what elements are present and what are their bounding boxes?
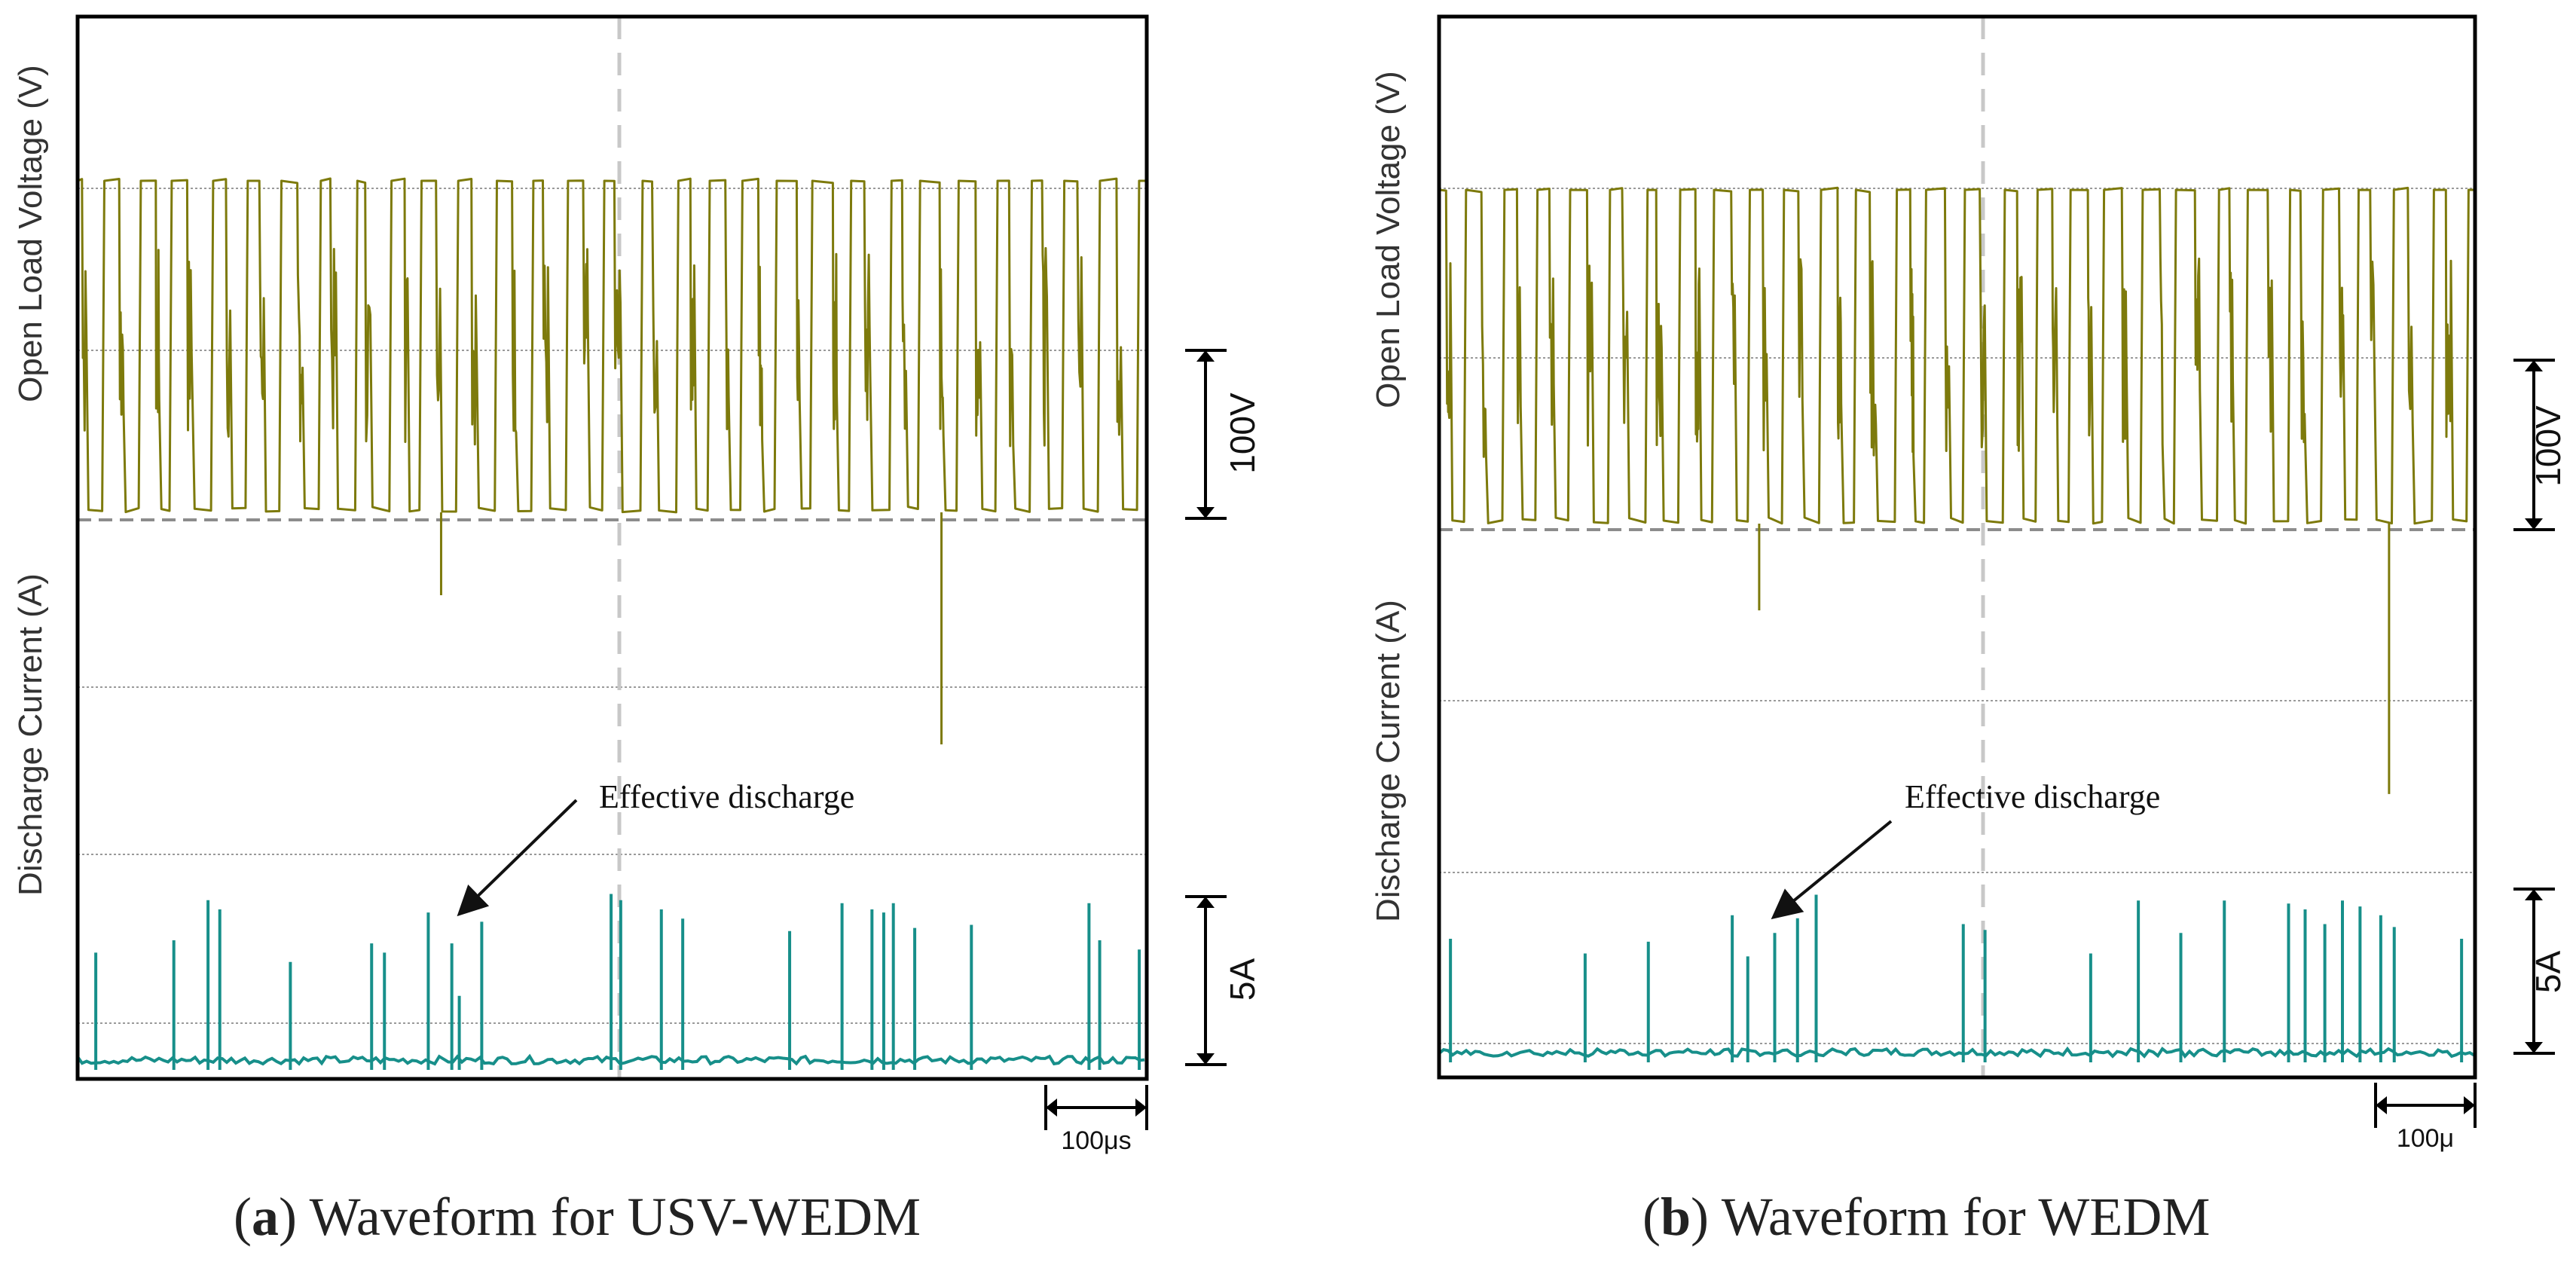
caption-b-close: ) [1691,1186,1710,1247]
panel-a-voltage-axis-label: Open Load Voltage (V) [12,65,49,402]
panel-b-time-scale-bar [2374,1083,2477,1128]
panel-b-voltage-scale-label: 100V [2529,405,2568,487]
panel-b-annotation-arrow [1771,820,1893,920]
caption-a-letter: a [251,1186,279,1247]
panel-b-plot-frame [1437,14,2477,1080]
panel-a-current-scale-label: 5A [1223,958,1262,1001]
panel-b-current-scale-label: 5A [2529,951,2568,994]
panel-a-current-axis-label: Discharge Current (A) [12,573,49,896]
panel-a-annotation-arrow [457,799,578,917]
panel-a-current-scale-bar [1185,895,1227,1066]
current-baseline [76,1052,1145,1066]
panel-b: Open Load Voltage (V) Discharge Current … [1370,14,2568,1153]
panel-a-voltage-scale-label: 100V [1223,393,1262,474]
panel-a-time-scale-label: 100μs [1061,1126,1131,1155]
current-baseline [1438,1046,2476,1059]
panel-a-anchor [0,0,1,1]
panel-b-annotation-label: Effective discharge [1905,778,2160,815]
caption-a: (a) Waveform for USV-WEDM [234,1175,921,1258]
panel-b-voltage-trace [1438,186,2475,794]
panel-b-current-axis-label: Discharge Current (A) [1370,600,1407,922]
panel-b-time-scale-label: 100μ [2397,1124,2454,1153]
panel-a-annotation-label: Effective discharge [599,778,854,815]
panel-a-time-scale-bar [1044,1085,1148,1130]
caption-b: (b) Waveform for WEDM [1642,1175,2210,1258]
panel-a-plot-frame [75,14,1149,1081]
caption-b-text: Waveform for WEDM [1709,1186,2211,1247]
panel-b-current-trace [1438,894,2476,1062]
caption-a-close: ) [278,1186,297,1247]
panel-a: Open Load Voltage (V) Discharge Current … [0,0,1262,1155]
panel-a-current-trace [76,894,1145,1070]
panel-b-current-scale-bar [2513,888,2555,1055]
voltage-trace-line [77,177,1147,514]
caption-b-open: ( [1642,1186,1661,1247]
voltage-trace-line [1438,186,2475,525]
panel-b-voltage-scale-bar [2513,359,2555,531]
panel-a-voltage-scale-bar [1185,349,1227,520]
caption-b-letter: b [1660,1186,1691,1247]
panel-b-voltage-axis-label: Open Load Voltage (V) [1370,71,1407,408]
panel-b-grid [1439,17,2475,1077]
caption-a-open: ( [234,1186,252,1247]
panel-a-voltage-trace [77,177,1147,744]
caption-a-text: Waveform for USV-WEDM [296,1186,921,1247]
